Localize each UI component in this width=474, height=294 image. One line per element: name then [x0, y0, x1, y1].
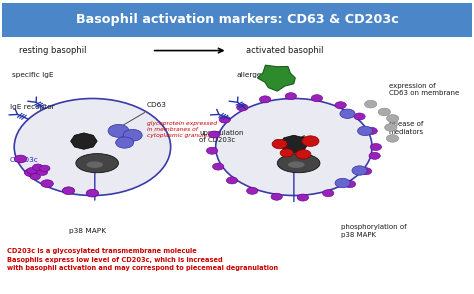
Circle shape	[216, 98, 372, 196]
Circle shape	[297, 194, 309, 201]
Circle shape	[272, 139, 287, 149]
Circle shape	[14, 155, 27, 163]
Circle shape	[378, 108, 391, 116]
Circle shape	[354, 113, 365, 120]
Circle shape	[369, 152, 380, 159]
Circle shape	[280, 149, 293, 157]
Circle shape	[386, 135, 399, 142]
Circle shape	[340, 109, 355, 118]
Circle shape	[37, 169, 47, 176]
Ellipse shape	[76, 153, 118, 173]
Text: phosphorylation of
p38 MAPK: phosphorylation of p38 MAPK	[341, 224, 407, 238]
Circle shape	[366, 127, 377, 134]
Text: resting basophil: resting basophil	[19, 46, 86, 55]
Text: expression of
CD63 on membrane: expression of CD63 on membrane	[389, 83, 459, 96]
Circle shape	[365, 100, 377, 108]
Circle shape	[259, 96, 271, 103]
Circle shape	[344, 181, 356, 188]
Circle shape	[212, 163, 224, 170]
Circle shape	[209, 131, 220, 138]
Text: release of
mediators: release of mediators	[389, 121, 424, 135]
Circle shape	[357, 126, 373, 136]
Circle shape	[219, 116, 230, 123]
Circle shape	[386, 115, 399, 122]
Circle shape	[311, 95, 323, 102]
Circle shape	[206, 147, 218, 154]
Text: p38 MAPK: p38 MAPK	[69, 228, 106, 234]
FancyBboxPatch shape	[2, 3, 472, 37]
Circle shape	[322, 190, 334, 197]
Circle shape	[24, 169, 36, 176]
Circle shape	[352, 166, 367, 175]
Ellipse shape	[86, 161, 103, 168]
Circle shape	[40, 165, 50, 172]
Ellipse shape	[288, 161, 304, 168]
Circle shape	[123, 129, 142, 141]
Circle shape	[227, 177, 238, 184]
Polygon shape	[257, 65, 295, 91]
Text: CD63: CD63	[121, 102, 167, 126]
Ellipse shape	[277, 153, 320, 173]
Circle shape	[384, 124, 397, 131]
Circle shape	[41, 180, 53, 188]
Text: upregulation
of CD203c: upregulation of CD203c	[199, 130, 244, 143]
Text: allergen: allergen	[237, 72, 267, 78]
Circle shape	[335, 102, 346, 109]
Circle shape	[108, 124, 129, 137]
Text: glycoprotein expressed
in membranes of
cytoplasmic granules: glycoprotein expressed in membranes of c…	[147, 121, 217, 138]
Text: activated basophil: activated basophil	[246, 46, 324, 55]
Circle shape	[271, 193, 283, 200]
Circle shape	[86, 189, 99, 197]
Circle shape	[285, 93, 297, 100]
Text: CD203c: CD203c	[9, 157, 38, 163]
Circle shape	[302, 136, 319, 146]
Circle shape	[116, 137, 134, 148]
Text: IgE receptor: IgE receptor	[10, 104, 55, 110]
Circle shape	[246, 187, 258, 194]
Circle shape	[296, 150, 311, 159]
Circle shape	[370, 143, 382, 151]
Circle shape	[63, 187, 75, 195]
Text: CD203c is a glycosylated transmembrane molecule
Basophils express low level of C: CD203c is a glycosylated transmembrane m…	[7, 248, 278, 271]
Circle shape	[30, 173, 40, 180]
Circle shape	[335, 178, 350, 188]
Circle shape	[237, 104, 248, 111]
Circle shape	[14, 98, 171, 196]
Text: Basophil activation markers: CD63 & CD203c: Basophil activation markers: CD63 & CD20…	[76, 14, 398, 26]
Text: specific IgE: specific IgE	[12, 72, 54, 78]
Circle shape	[360, 168, 372, 175]
Circle shape	[32, 164, 43, 171]
Circle shape	[27, 168, 37, 174]
